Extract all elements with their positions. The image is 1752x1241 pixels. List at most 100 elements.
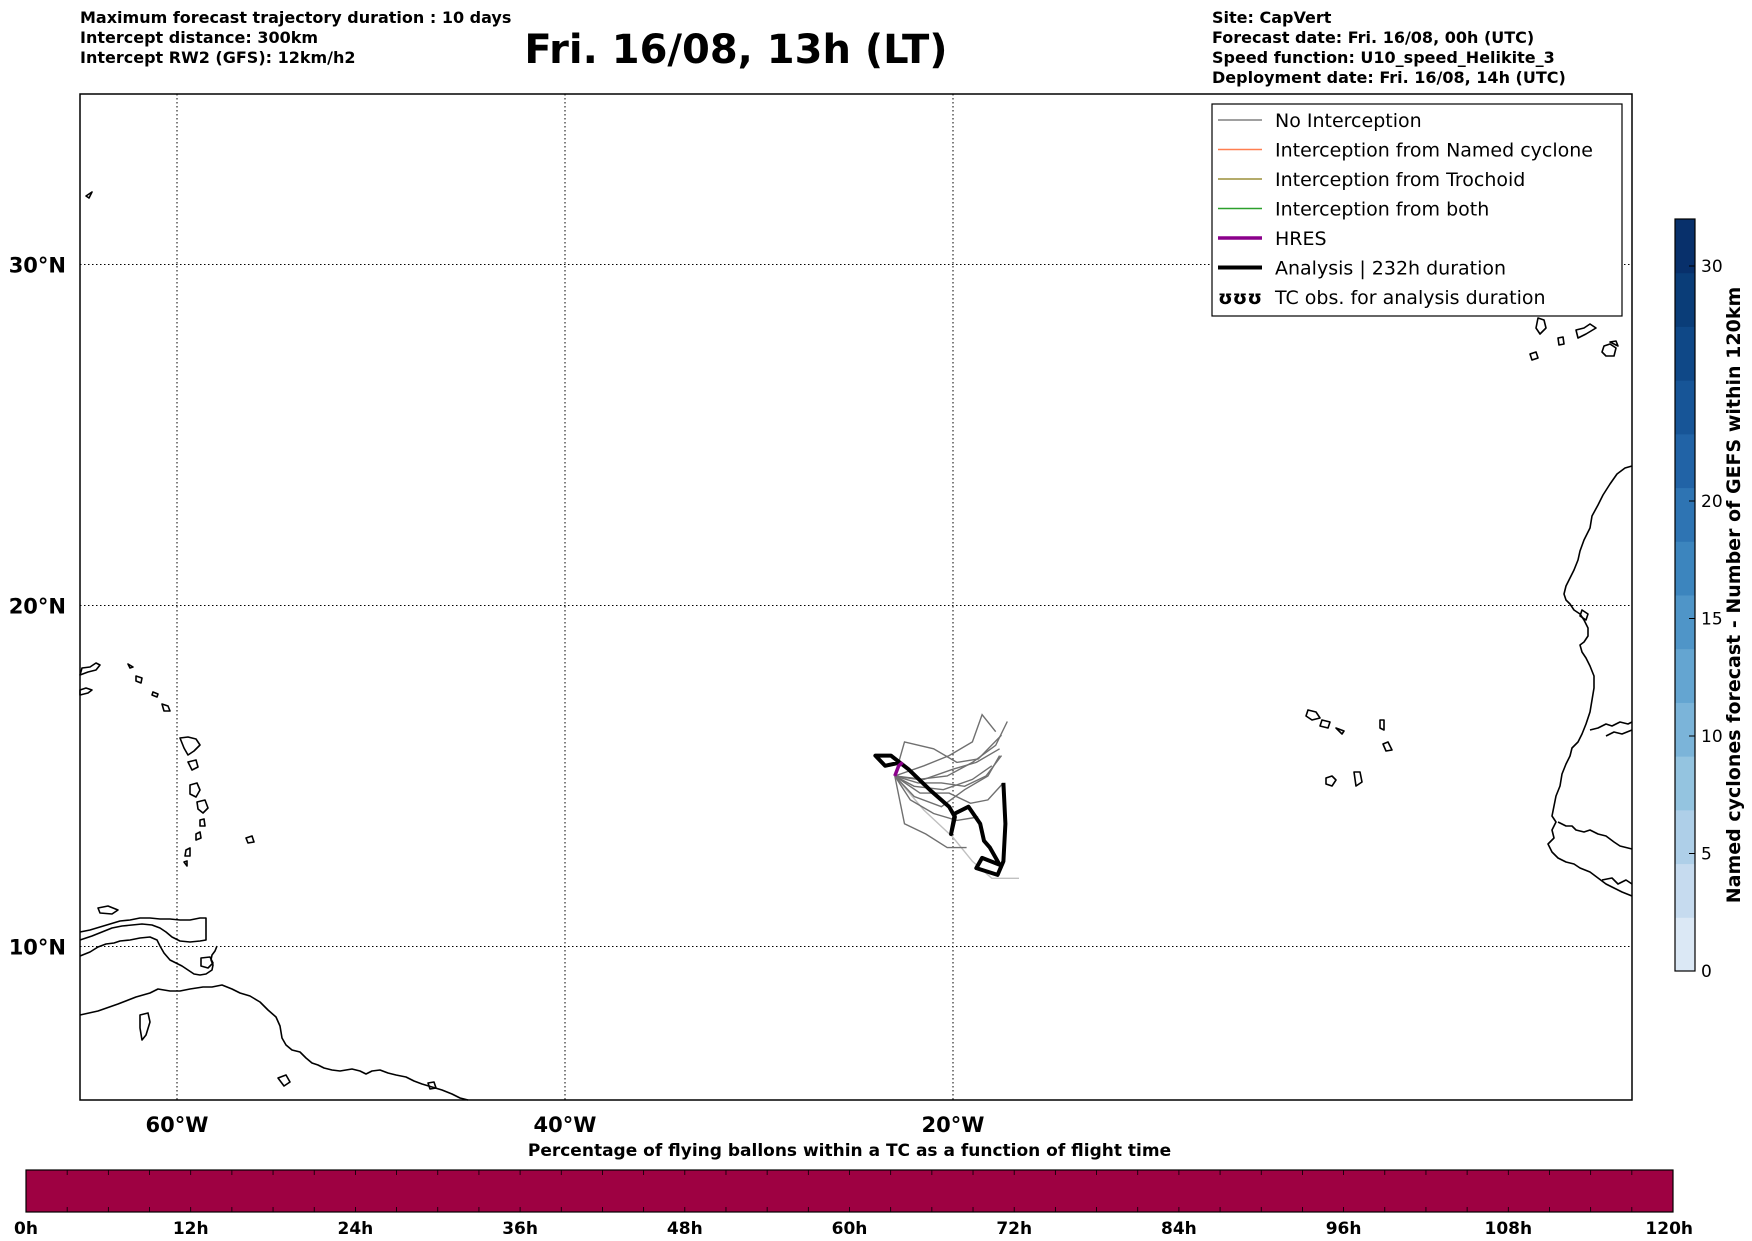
- legend-label: Interception from Named cyclone: [1275, 140, 1593, 162]
- header-right-line: Forecast date: Fri. 16/08, 00h (UTC): [1212, 28, 1535, 47]
- lon-tick-label: 40°W: [534, 1113, 597, 1137]
- island-cape-verde: [1382, 741, 1393, 752]
- ensemble-track: [894, 713, 997, 777]
- coast-guinea-detail: [1557, 821, 1633, 850]
- lat-tick-label: 30°N: [9, 254, 66, 278]
- island-antilles: [189, 782, 201, 798]
- legend-box: [1211, 103, 1623, 317]
- header-left-line: Maximum forecast trajectory duration : 1…: [80, 8, 512, 27]
- colorbar-bottom-tick-label: 48h: [667, 1219, 703, 1239]
- colorbar-right-segment: [1675, 219, 1695, 274]
- island-antilles: [161, 703, 171, 712]
- legend-label: HRES: [1275, 228, 1327, 250]
- coast-africa-2: [1605, 729, 1633, 737]
- legend-label: TC obs. for analysis duration: [1274, 287, 1546, 309]
- colorbar-bottom-tick-label: 108h: [1485, 1219, 1533, 1239]
- ensemble-track: [894, 765, 993, 791]
- island-antilles: [184, 847, 191, 857]
- island-antilles: [179, 736, 201, 756]
- island-cape-verde: [1325, 775, 1337, 787]
- colorbar-bottom-tick-label: 0h: [14, 1219, 38, 1239]
- ensemble-track: [894, 748, 1000, 781]
- analysis-track: [873, 753, 1008, 877]
- colorbar-right-segment: [1675, 380, 1695, 435]
- lat-tick-label: 10°N: [9, 936, 66, 960]
- colorbar-right-tick-label: 0: [1701, 962, 1712, 982]
- colorbar-right-segment: [1675, 863, 1695, 918]
- colorbar-right-segment: [1675, 702, 1695, 757]
- island-antilles: [97, 905, 119, 915]
- island-canary: [1529, 351, 1539, 361]
- colorbar-right-tick-label: 10: [1701, 727, 1723, 747]
- island-cape-verde: [1353, 771, 1363, 787]
- island-canary: [1535, 317, 1547, 335]
- island-antilles: [151, 691, 159, 698]
- island-antilles: [195, 831, 202, 841]
- island-antilles: [85, 191, 93, 199]
- colorbar-right-segment: [1675, 433, 1695, 489]
- coast-venezuela-gulf: [79, 936, 218, 976]
- island-canary: [1557, 336, 1565, 346]
- colorbar-right-segment: [1675, 326, 1695, 381]
- lon-tick-label: 60°W: [146, 1113, 209, 1137]
- colorbar-right-segment: [1675, 809, 1695, 865]
- legend-label: Analysis | 232h duration: [1275, 258, 1506, 280]
- lon-tick-label: 20°W: [922, 1113, 985, 1137]
- header-left-line: Intercept RW2 (GFS): 12km/h2: [80, 48, 356, 67]
- ensemble-track: [894, 775, 1004, 805]
- colorbar-bottom-tick-label: 60h: [832, 1219, 868, 1239]
- colorbar-right-title: Named cyclones forecast - Number of GEFS…: [1723, 287, 1745, 904]
- header-right-info: Site: CapVert Forecast date: Fri. 16/08,…: [1212, 8, 1566, 88]
- island-small: [277, 1074, 291, 1087]
- coastlines: [79, 191, 1633, 1101]
- island-canary: [1601, 343, 1617, 357]
- ensemble-track: [894, 734, 1003, 777]
- island-cape-verde: [1319, 719, 1331, 729]
- colorbar-bottom-tick-label: 24h: [338, 1219, 374, 1239]
- header-left-line: Intercept distance: 300km: [80, 28, 319, 47]
- map-title: Fri. 16/08, 13h (LT): [524, 27, 948, 73]
- island-canary: [1609, 340, 1619, 347]
- colorbar-right-frame: [1674, 218, 1696, 972]
- island-cape-verde: [1379, 719, 1385, 731]
- legend-symbol-tc: ʊʊʊ: [1218, 287, 1262, 309]
- island-trinidad: [200, 956, 214, 969]
- island-antilles: [79, 687, 93, 696]
- island-antilles: [245, 835, 255, 844]
- header-right-line: Speed function: U10_speed_Helikite_3: [1212, 48, 1555, 67]
- island-antilles: [79, 662, 101, 676]
- colorbar-bottom: Percentage of flying ballons within a TC…: [14, 1141, 1693, 1239]
- colorbar-right-segment: [1675, 595, 1695, 650]
- hres-track: [893, 761, 904, 777]
- island-antilles: [127, 663, 134, 669]
- island-cape-verde: [1305, 709, 1321, 721]
- colorbar-right-segment: [1675, 272, 1695, 327]
- ensemble-track: [894, 755, 1001, 808]
- colorbar-bottom-tick-label: 36h: [502, 1219, 538, 1239]
- colorbar-bottom-tick-label: 84h: [1161, 1219, 1197, 1239]
- ensemble-track: [894, 775, 979, 822]
- coast-south-america: [79, 984, 469, 1101]
- coast-senegal: [1589, 721, 1633, 731]
- legend-label: Interception from both: [1275, 199, 1489, 221]
- trajectories: [873, 713, 1019, 879]
- colorbar-right-tick-label: 15: [1701, 610, 1723, 630]
- island-canary: [1575, 323, 1597, 339]
- ensemble-track: [894, 755, 1003, 788]
- colorbar-bottom-tick-label: 96h: [1326, 1219, 1362, 1239]
- header-right-line: Site: CapVert: [1212, 8, 1332, 27]
- colorbar-right-tick-label: 5: [1701, 845, 1712, 865]
- island-antilles: [135, 675, 143, 684]
- legend-label: No Interception: [1275, 110, 1422, 132]
- lat-tick-label: 20°N: [9, 595, 66, 619]
- colorbar-right-segment: [1675, 648, 1695, 703]
- axis-labels: 60°W 40°W 20°W 30°N 20°N 10°N: [9, 254, 985, 1137]
- coast-guinea-bissau: [1601, 877, 1633, 885]
- colorbar-right-tick-label: 30: [1701, 257, 1723, 277]
- colorbar-right-tick-label: 20: [1701, 492, 1723, 512]
- colorbar-right-segment: [1675, 756, 1695, 811]
- island-cape-verde: [1335, 727, 1345, 735]
- colorbar-bottom-tick-label: 72h: [996, 1219, 1032, 1239]
